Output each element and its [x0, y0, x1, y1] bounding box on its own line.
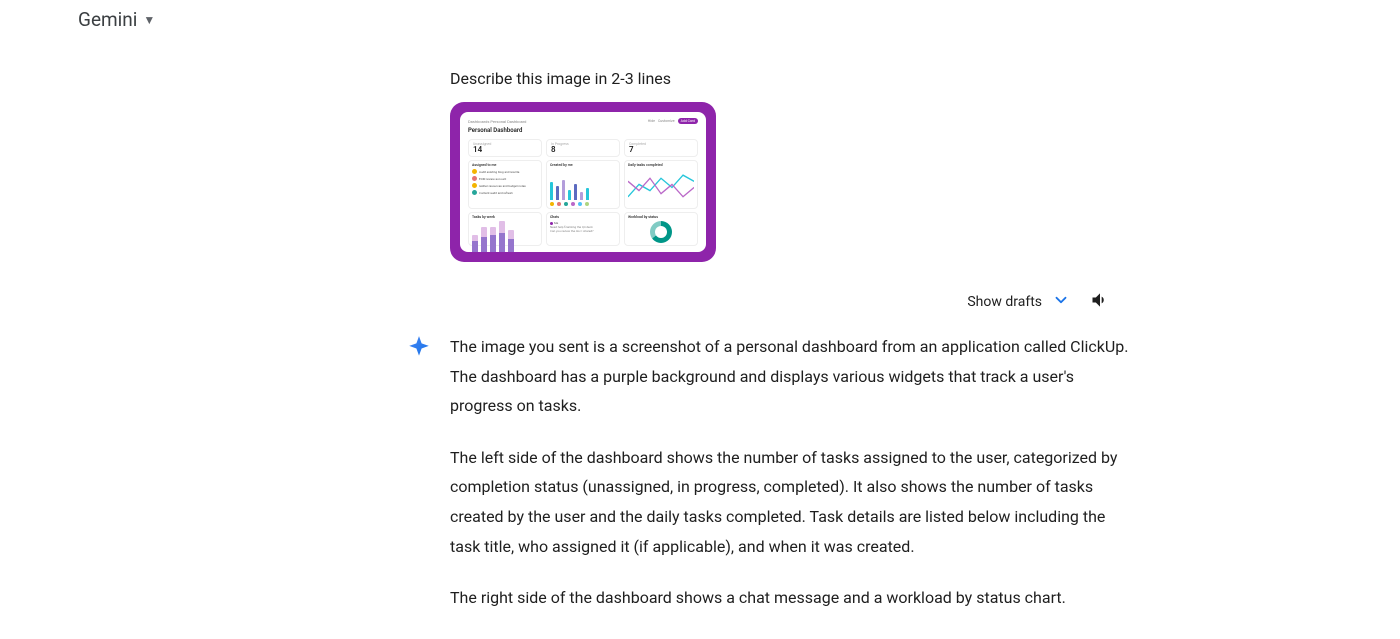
daily-panel: Daily tasks completed [624, 160, 698, 209]
workload-panel: Workload by status [624, 212, 698, 246]
user-prompt: Describe this image in 2-3 lines [450, 69, 1130, 88]
caret-down-icon: ▼ [143, 13, 155, 27]
dashboard-title: Personal Dashboard [468, 127, 698, 134]
sparkle-icon [406, 334, 432, 360]
uploaded-image[interactable]: Dashboards Personal Dashboard Hide Custo… [450, 102, 716, 262]
response-paragraph: The image you sent is a screenshot of a … [450, 332, 1130, 421]
created-panel: Created by me [546, 160, 620, 209]
kpi-row: Unassigned14 In Progress8 Completed7 [468, 139, 698, 157]
response-paragraph: The right side of the dashboard shows a … [450, 583, 1130, 613]
assigned-panel: Assigned to me Audit existing blog and r… [468, 160, 542, 209]
dashboard-breadcrumb: Dashboards Personal Dashboard [468, 119, 526, 124]
chats-panel: Chats MeNeed help finalizing the Q4 deck… [546, 212, 620, 246]
response-body: The image you sent is a screenshot of a … [450, 332, 1130, 613]
brand-selector[interactable]: Gemini ▼ [78, 8, 155, 31]
dashboard-preview: Dashboards Personal Dashboard Hide Custo… [460, 112, 706, 252]
tasks-by-week-panel: Tasks by week [468, 212, 542, 246]
brand-label: Gemini [78, 8, 137, 31]
response-paragraph: The left side of the dashboard shows the… [450, 443, 1130, 561]
speaker-icon[interactable] [1090, 290, 1110, 314]
chevron-down-icon [1052, 291, 1070, 313]
show-drafts-button[interactable]: Show drafts [967, 291, 1070, 313]
show-drafts-label: Show drafts [967, 294, 1042, 310]
